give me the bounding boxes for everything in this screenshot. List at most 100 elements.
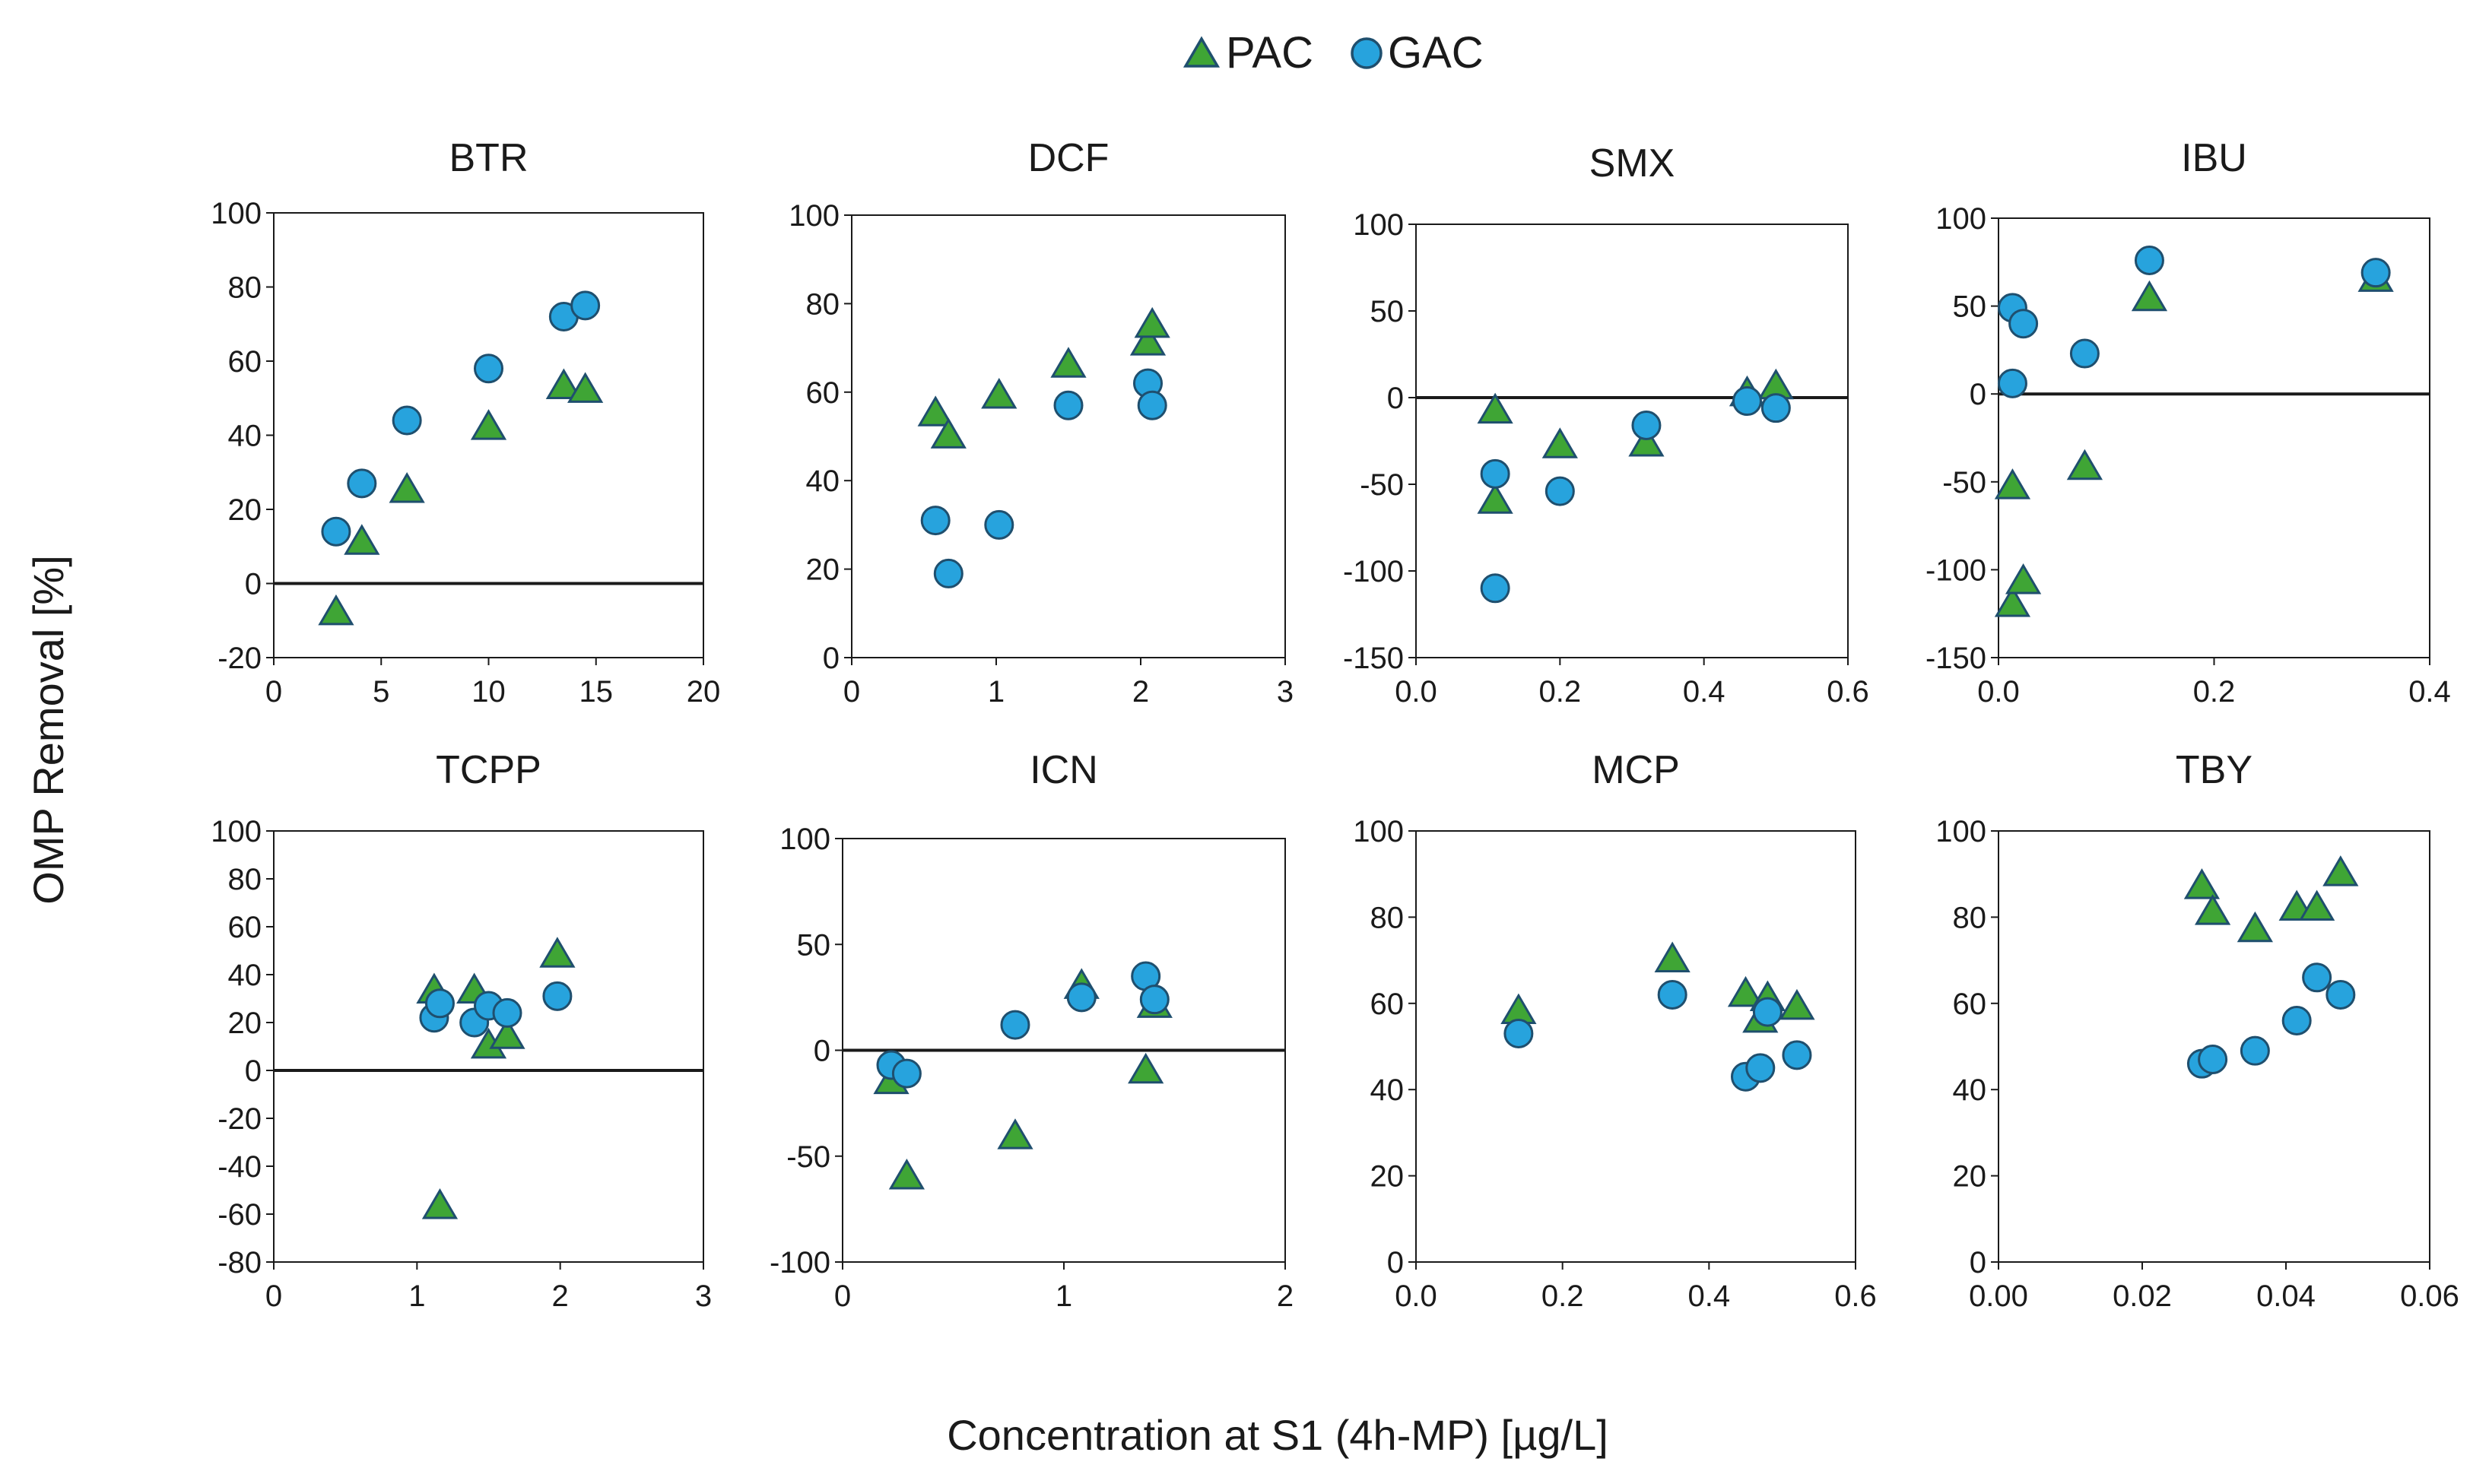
y-tick-label: -100: [770, 1246, 830, 1279]
x-tick-label: 15: [579, 675, 614, 709]
pac-point: [2322, 855, 2359, 886]
x-tick-label: 0.06: [2400, 1279, 2459, 1313]
y-tick-label: 20: [228, 493, 262, 527]
y-tick-label: 20: [1953, 1160, 1987, 1194]
x-tick-label: 0.6: [1827, 675, 1869, 709]
pac-point: [545, 368, 582, 400]
x-tick-label: 1: [988, 675, 1005, 709]
panel-title: DCF: [1028, 136, 1110, 180]
y-tick-label: 20: [1370, 1160, 1405, 1194]
x-tick-label: 0.4: [1683, 675, 1725, 709]
y-tick-label: -50: [786, 1140, 830, 1174]
gac-point: [891, 1058, 922, 1089]
x-tick-label: 0: [834, 1279, 851, 1313]
gac-point: [2198, 1045, 2228, 1075]
gac-point: [542, 981, 573, 1011]
pac-point: [2005, 563, 2042, 595]
y-tick-label: -100: [1343, 555, 1404, 588]
y-tick-label: 100: [1353, 208, 1404, 242]
gac-point: [1732, 386, 1762, 417]
pac-point: [1477, 483, 1513, 514]
panel-ibu: IBU -150 -100 -50 0 50 100 0.0 0.2 0.4: [1925, 136, 2451, 709]
gac-point: [2008, 309, 2039, 339]
y-tick-label: -150: [1925, 642, 1986, 675]
x-tick-label: 0.0: [1977, 675, 2020, 709]
y-tick-label: 100: [1935, 815, 1986, 848]
pac-point: [2066, 449, 2103, 480]
pac-point: [344, 524, 380, 555]
panel-title: SMX: [1589, 141, 1675, 186]
plot-frame: [1415, 830, 1856, 1263]
x-tick-label: 1: [1056, 1279, 1072, 1313]
x-tick-label: 2: [1277, 1279, 1294, 1313]
x-tick-label: 0.02: [2113, 1279, 2172, 1313]
x-tick-label: 0.2: [2193, 675, 2236, 709]
gac-point: [1760, 393, 1791, 423]
pac-point: [1994, 586, 2031, 617]
y-tick-label: 80: [1953, 901, 1987, 934]
x-tick-label: 0.2: [1539, 675, 1582, 709]
panel-tby: TBY 0 20 40 60 80 100 0.00 0.02 0.04 0.06: [1935, 748, 2459, 1313]
y-tick-label: 60: [228, 911, 262, 944]
gac-point: [347, 468, 377, 499]
y-tick-label: -80: [217, 1246, 262, 1279]
legend: PAC GAC: [1183, 28, 1484, 78]
y-tick-label: 50: [1953, 290, 1987, 324]
pac-point: [489, 1018, 525, 1049]
gac-point: [2302, 962, 2332, 993]
gac-point: [1066, 982, 1097, 1013]
plot-frame: [273, 830, 704, 1263]
gac-point: [1545, 476, 1575, 506]
y-tick-label: 60: [228, 345, 262, 379]
panel-dcf: DCF 0 20 40 60 80 100 0 1 2 3: [789, 136, 1294, 709]
gac-point: [1657, 979, 1687, 1010]
pac-point: [389, 472, 425, 503]
y-tick-label: 100: [211, 197, 262, 230]
x-tick-label: 1: [408, 1279, 425, 1313]
y-tick-label: 80: [228, 271, 262, 305]
gac-point: [321, 516, 351, 547]
pac-point: [2183, 868, 2221, 899]
y-tick-label: 60: [1953, 988, 1987, 1021]
y-tick-label: 100: [1353, 815, 1404, 848]
pac-point: [1129, 325, 1167, 356]
x-tick-label: 0: [265, 675, 282, 709]
x-tick-label: 0.04: [2256, 1279, 2316, 1313]
pac-point: [2131, 280, 2168, 312]
y-axis-label: OMP Removal [%]: [24, 555, 72, 905]
gac-point: [1053, 390, 1084, 420]
y-tick-label: -100: [1925, 553, 1986, 587]
y-tick-label: -50: [1942, 466, 1986, 499]
y-tick-label: 80: [1370, 901, 1405, 934]
y-tick-label: -40: [217, 1150, 262, 1184]
gac-point: [2134, 245, 2164, 275]
y-tick-label: 0: [814, 1035, 830, 1068]
gac-point: [1752, 997, 1783, 1027]
y-tick-label: -20: [217, 642, 262, 675]
pac-point: [1994, 468, 2031, 499]
x-tick-label: 3: [1277, 675, 1294, 709]
y-tick-label: 50: [797, 928, 831, 962]
gac-point: [2240, 1035, 2270, 1066]
gac-point: [984, 509, 1014, 540]
y-tick-label: 0: [1970, 378, 1986, 411]
pac-point: [2299, 889, 2335, 921]
pac-point: [1654, 941, 1691, 972]
gac-point: [1631, 410, 1662, 440]
x-tick-label: 0.2: [1541, 1279, 1584, 1313]
panel-title: TBY: [2176, 748, 2252, 792]
gac-point: [2326, 979, 2356, 1010]
panel-mcp: MCP 0 20 40 60 80 100 0.0 0.2 0.4 0.6: [1353, 748, 1877, 1313]
y-tick-label: 40: [1370, 1073, 1405, 1107]
y-tick-label: 0: [245, 568, 262, 601]
y-tick-label: 0: [1387, 382, 1404, 415]
y-tick-label: 20: [806, 553, 840, 587]
x-tick-label: 0.4: [2408, 675, 2451, 709]
panel-title: MCP: [1592, 748, 1680, 792]
y-tick-label: 100: [1935, 202, 1986, 236]
pac-point: [318, 594, 354, 626]
pac-point: [1134, 306, 1170, 338]
gac-point: [1997, 368, 2027, 398]
